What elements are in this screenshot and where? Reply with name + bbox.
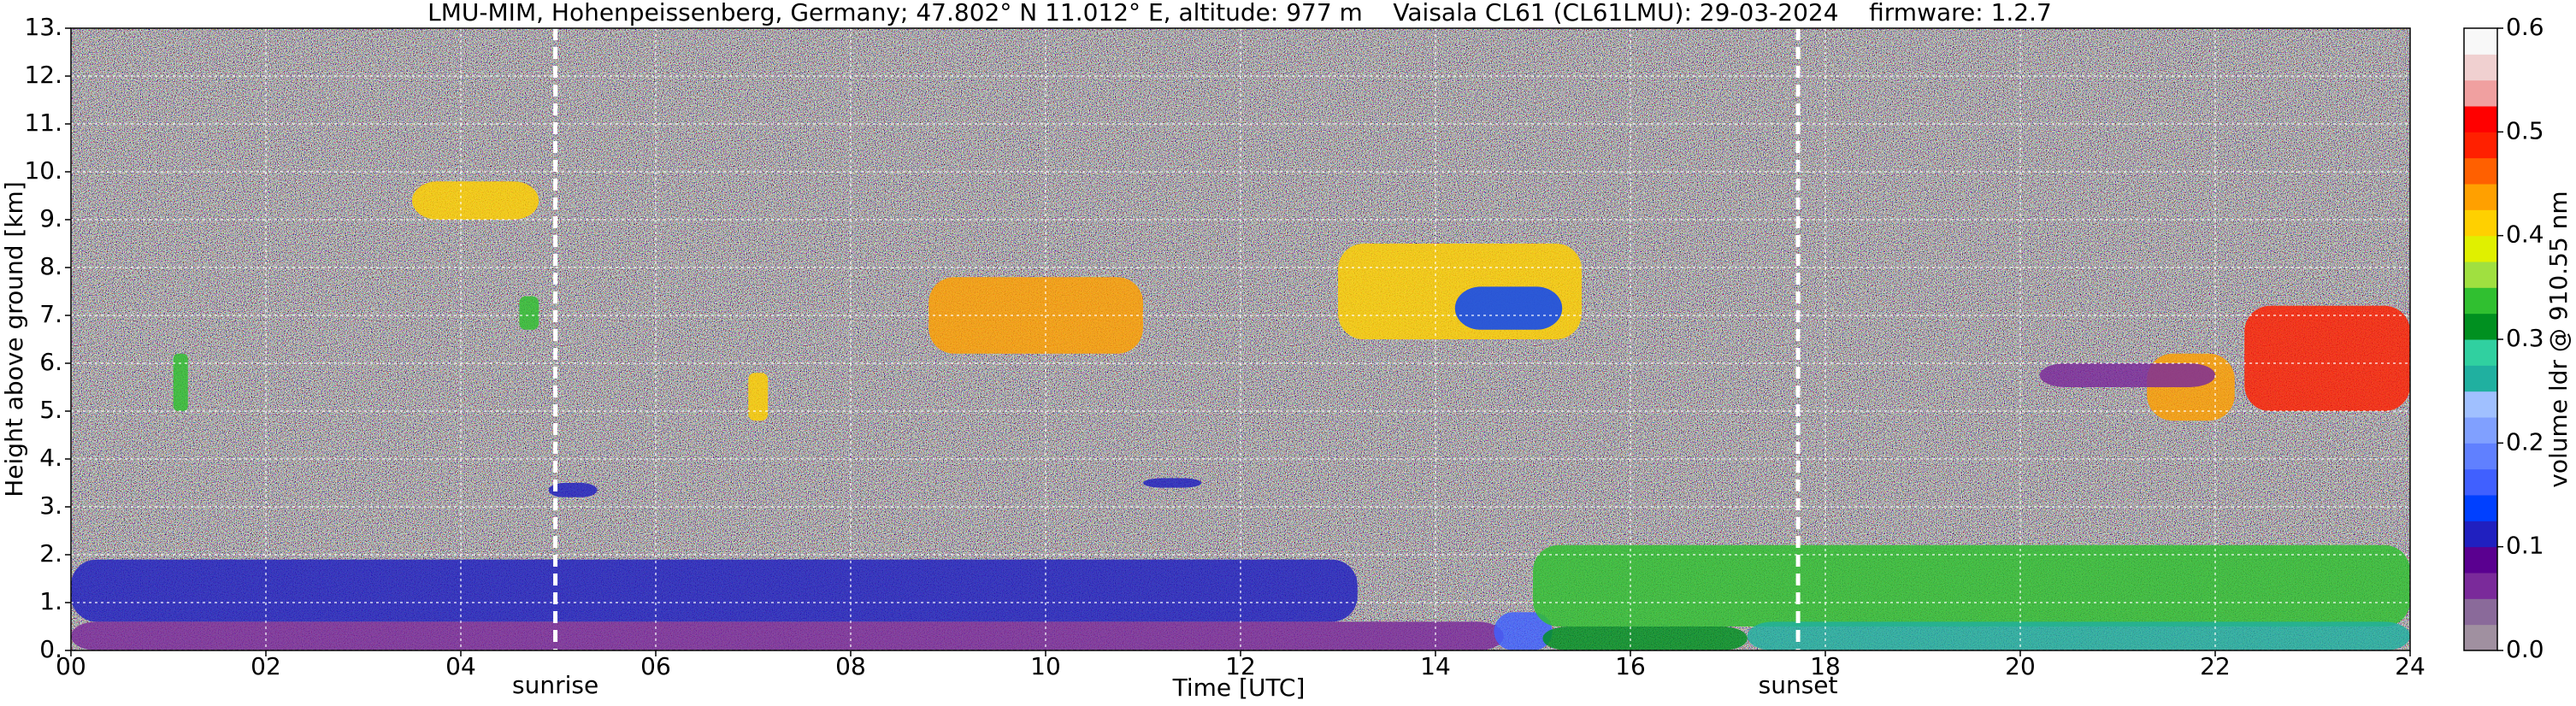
y-tick-label: 1.	[39, 587, 62, 615]
x-tick-label: 00	[56, 652, 86, 680]
colorbar-tick-label: 0.2	[2506, 427, 2544, 456]
y-tick-label: 10.	[24, 156, 62, 185]
colorbar-swatch	[2464, 209, 2497, 237]
colorbar-tick-label: 0.3	[2506, 324, 2544, 352]
colorbar-swatch	[2464, 391, 2497, 418]
data-region	[173, 353, 188, 411]
data-region	[1747, 621, 2410, 650]
data-region	[412, 181, 539, 220]
y-tick-label: 6.	[39, 348, 62, 376]
x-tick-label: 06	[640, 652, 671, 680]
x-axis-label: Time [UTC]	[1172, 674, 1306, 702]
plot-frame	[70, 27, 2411, 651]
x-tick-label: 24	[2395, 652, 2426, 680]
colorbar-swatch	[2464, 365, 2497, 392]
x-tick-label: 02	[251, 652, 281, 680]
y-tick-label: 13.	[24, 13, 62, 41]
x-tick-label: 18	[1810, 652, 1841, 680]
colorbar-tick-label: 0.0	[2506, 635, 2544, 663]
y-tick-label: 11.	[24, 109, 62, 137]
y-tick-label: 3.	[39, 491, 62, 520]
data-region	[519, 296, 539, 330]
colorbar-swatch	[2464, 339, 2497, 366]
colorbar-swatch	[2464, 573, 2497, 599]
x-tick-label: 20	[2005, 652, 2036, 680]
colorbar-swatch	[2464, 79, 2497, 107]
y-tick-label: 5.	[39, 396, 62, 424]
x-tick-label: 14	[1420, 652, 1451, 680]
y-axis-label: Height above ground [km]	[0, 181, 28, 497]
colorbar-swatch	[2464, 54, 2497, 81]
colorbar-swatch	[2464, 468, 2497, 496]
y-tick-label: 0.	[39, 635, 62, 663]
colorbar-swatch	[2464, 598, 2497, 626]
x-tick-label: 16	[1615, 652, 1646, 680]
x-tick-label: 04	[445, 652, 476, 680]
colorbar-swatch	[2464, 546, 2497, 574]
colorbar-swatch	[2464, 28, 2497, 55]
data-region	[1143, 478, 1202, 488]
annotation-label: sunrise	[512, 671, 598, 699]
data-region	[1494, 612, 1553, 650]
colorbar-tick-label: 0.6	[2506, 13, 2544, 41]
y-tick-label: 12.	[24, 61, 62, 89]
colorbar-swatch	[2464, 443, 2497, 470]
colorbar-swatch	[2464, 106, 2497, 132]
x-tick-label: 08	[835, 652, 866, 680]
data-region	[71, 621, 1504, 650]
x-tick-label: 22	[2200, 652, 2231, 680]
colorbar-label: volume ldr @ 910.55 nm	[2544, 191, 2573, 487]
chart-title: LMU-MIM, Hohenpeissenberg, Germany; 47.8…	[427, 0, 2052, 26]
colorbar-swatch	[2464, 262, 2497, 288]
y-tick-label: 2.	[39, 539, 62, 568]
colorbar-swatch	[2464, 132, 2497, 159]
colorbar-swatch	[2464, 184, 2497, 210]
y-tick-label: 4.	[39, 444, 62, 472]
data-region	[2244, 305, 2410, 411]
colorbar-swatch	[2464, 624, 2497, 651]
data-region	[71, 559, 1358, 622]
data-region	[2039, 363, 2215, 387]
y-tick-label: 9.	[39, 204, 62, 232]
colorbar-swatch	[2464, 521, 2497, 548]
colorbar-swatch	[2464, 287, 2497, 315]
colorbar-swatch	[2464, 417, 2497, 444]
x-tick-label: 12	[1225, 652, 1256, 680]
y-tick-label: 7.	[39, 300, 62, 328]
y-tick-label: 8.	[39, 252, 62, 280]
colorbar-tick-label: 0.5	[2506, 116, 2544, 144]
colorbar-swatch	[2464, 495, 2497, 521]
data-region	[1533, 544, 2410, 627]
colorbar-swatch	[2464, 313, 2497, 340]
colorbar-swatch	[2464, 235, 2497, 262]
annotation-label: sunset	[1759, 671, 1838, 699]
data-region	[1542, 627, 1748, 650]
data-region	[548, 483, 598, 497]
colorbar-swatch	[2464, 157, 2497, 185]
x-tick-label: 10	[1030, 652, 1061, 680]
colorbar-tick-label: 0.1	[2506, 532, 2544, 560]
data-region	[748, 373, 769, 421]
colorbar-tick-label: 0.4	[2506, 221, 2544, 249]
data-region	[1454, 286, 1563, 330]
